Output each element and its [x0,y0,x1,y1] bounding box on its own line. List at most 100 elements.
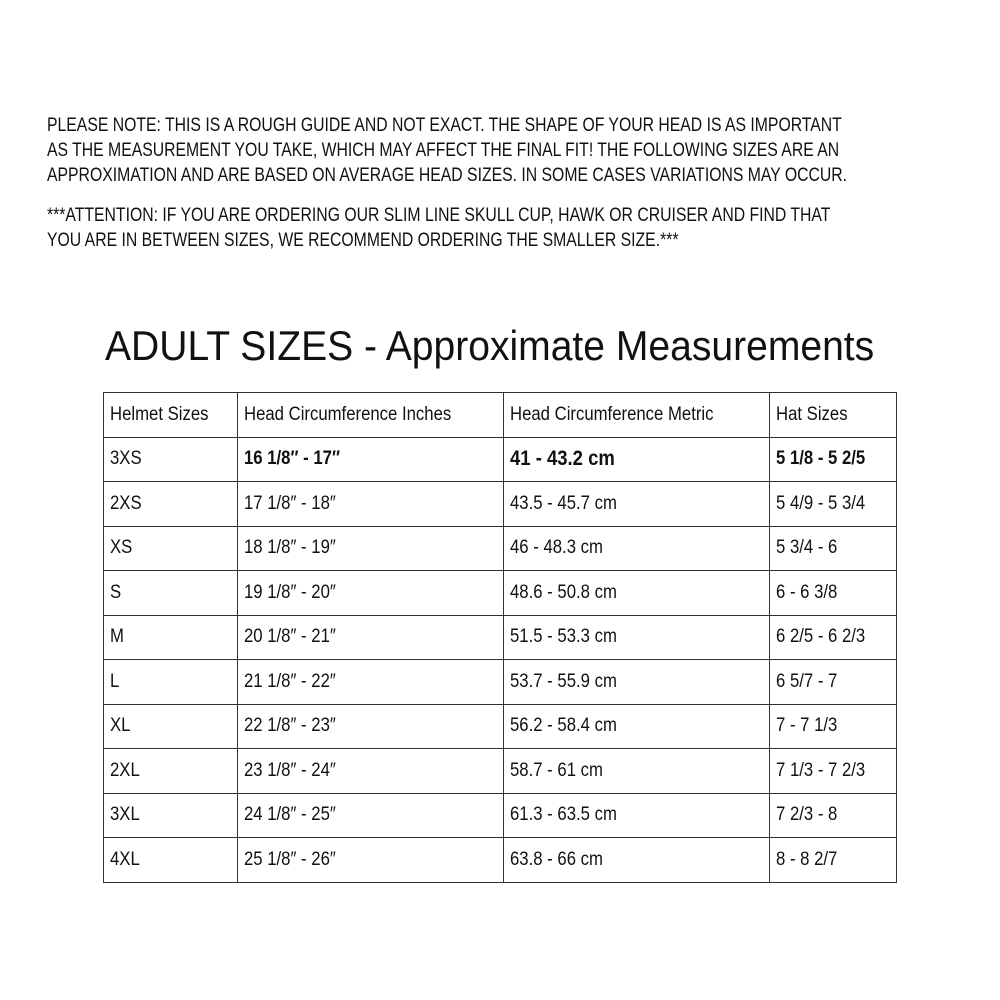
helmet-size-value: L [110,670,120,692]
inches-cell: 21 1/8″ - 22″ [237,659,504,705]
hat-size-cell: 6 - 6 3/8 [769,570,897,616]
metric-value: 61.3 - 63.5 cm [510,804,617,826]
metric-value: 48.6 - 50.8 cm [510,581,617,603]
inches-value: 24 1/8″ - 25″ [244,804,336,826]
header-label: Head Circumference Inches [244,403,452,425]
helmet-size-cell: S [103,570,238,616]
header-metric: Head Circumference Metric [503,392,770,438]
inches-cell: 16 1/8″ - 17″ [237,436,504,482]
inches-value: 21 1/8″ - 22″ [244,670,336,692]
helmet-size-value: 3XS [110,448,142,470]
metric-cell: 61.3 - 63.5 cm [503,792,770,838]
page-title: ADULT SIZES - Approximate Measurements [105,322,875,369]
inches-value: 18 1/8″ - 19″ [244,537,336,559]
metric-cell: 51.5 - 53.3 cm [503,614,770,660]
helmet-size-value: 2XS [110,492,142,514]
table-row: 2XL 23 1/8″ - 24″ 58.7 - 61 cm 7 1/3 - 7 2/… [103,748,897,794]
table-row: 2XS 17 1/8″ - 18″ 43.5 - 45.7 cm 5 4/9 - 5 … [103,481,897,527]
inches-cell: 20 1/8″ - 21″ [237,614,504,660]
header-hat-sizes: Hat Sizes [769,392,897,438]
table-row: M 20 1/8″ - 21″ 51.5 - 53.3 cm 6 2/5 - 6 2/… [103,614,897,660]
metric-cell: 48.6 - 50.8 cm [503,570,770,616]
helmet-size-cell: XL [103,703,238,749]
size-table: Helmet Sizes Head Circumference Inches H… [103,392,897,883]
metric-value: 43.5 - 45.7 cm [510,492,617,514]
attention-line: YOU ARE IN BETWEEN SIZES, WE RECOMMEND O… [47,230,679,251]
table-row: 3XL 24 1/8″ - 25″ 61.3 - 63.5 cm 7 2/3 - 8 [103,792,897,838]
table-header-row: Helmet Sizes Head Circumference Inches H… [103,392,897,438]
attention-line: ***ATTENTION: IF YOU ARE ORDERING OUR SL… [47,205,831,226]
metric-value: 58.7 - 61 cm [510,759,603,781]
table-row: 4XL 25 1/8″ - 26″ 63.8 - 66 cm 8 - 8 2/7 [103,837,897,883]
note-line: AS THE MEASUREMENT YOU TAKE, WHICH MAY A… [47,140,840,161]
hat-size-cell: 6 5/7 - 7 [769,659,897,705]
helmet-size-cell: 2XS [103,481,238,527]
hat-size-value: 7 - 7 1/3 [776,715,838,737]
helmet-size-cell: XS [103,525,238,571]
helmet-size-cell: 3XS [103,436,238,482]
metric-cell: 43.5 - 45.7 cm [503,481,770,527]
inches-value: 20 1/8″ - 21″ [244,626,336,648]
inches-value: 22 1/8″ - 23″ [244,715,336,737]
helmet-size-value: XL [110,715,131,737]
table-row: 3XS 16 1/8″ - 17″ 41 - 43.2 cm 5 1/8 - 5 2/… [103,436,897,482]
helmet-size-value: 2XL [110,759,140,781]
helmet-size-cell: L [103,659,238,705]
hat-size-value: 5 4/9 - 5 3/4 [776,492,866,514]
hat-size-value: 7 2/3 - 8 [776,804,838,826]
helmet-size-cell: 3XL [103,792,238,838]
helmet-size-value: S [110,581,122,603]
hat-size-value: 5 1/8 - 5 2/5 [776,448,866,470]
header-label: Helmet Sizes [110,403,209,425]
inches-cell: 19 1/8″ - 20″ [237,570,504,616]
table-row: XL 22 1/8″ - 23″ 56.2 - 58.4 cm 7 - 7 1/3 [103,703,897,749]
metric-value: 63.8 - 66 cm [510,848,603,870]
helmet-size-value: 3XL [110,804,140,826]
hat-size-cell: 7 - 7 1/3 [769,703,897,749]
hat-size-cell: 6 2/5 - 6 2/3 [769,614,897,660]
hat-size-value: 6 2/5 - 6 2/3 [776,626,866,648]
metric-cell: 53.7 - 55.9 cm [503,659,770,705]
note-line: PLEASE NOTE: THIS IS A ROUGH GUIDE AND N… [47,115,842,136]
table-row: XS 18 1/8″ - 19″ 46 - 48.3 cm 5 3/4 - 6 [103,525,897,571]
note-line: APPROXIMATION AND ARE BASED ON AVERAGE H… [47,165,848,186]
metric-cell: 46 - 48.3 cm [503,525,770,571]
hat-size-cell: 7 1/3 - 7 2/3 [769,748,897,794]
header-inches: Head Circumference Inches [237,392,504,438]
metric-cell: 41 - 43.2 cm [503,436,770,482]
metric-value: 41 - 43.2 cm [510,447,615,471]
header-label: Hat Sizes [776,403,848,425]
inches-value: 16 1/8″ - 17″ [244,448,340,470]
inches-value: 25 1/8″ - 26″ [244,848,336,870]
inches-cell: 24 1/8″ - 25″ [237,792,504,838]
header-helmet-sizes: Helmet Sizes [103,392,238,438]
hat-size-cell: 5 3/4 - 6 [769,525,897,571]
helmet-size-cell: 2XL [103,748,238,794]
header-label: Head Circumference Metric [510,403,714,425]
inches-cell: 18 1/8″ - 19″ [237,525,504,571]
metric-value: 56.2 - 58.4 cm [510,715,617,737]
helmet-size-value: XS [110,537,133,559]
helmet-size-value: M [110,626,124,648]
metric-cell: 56.2 - 58.4 cm [503,703,770,749]
metric-cell: 58.7 - 61 cm [503,748,770,794]
helmet-size-value: 4XL [110,848,140,870]
table-row: L 21 1/8″ - 22″ 53.7 - 55.9 cm 6 5/7 - 7 [103,659,897,705]
metric-value: 51.5 - 53.3 cm [510,626,617,648]
hat-size-value: 6 - 6 3/8 [776,581,838,603]
inches-value: 19 1/8″ - 20″ [244,581,336,603]
hat-size-value: 6 5/7 - 7 [776,670,838,692]
hat-size-value: 5 3/4 - 6 [776,537,838,559]
table-row: S 19 1/8″ - 20″ 48.6 - 50.8 cm 6 - 6 3/8 [103,570,897,616]
metric-cell: 63.8 - 66 cm [503,837,770,883]
helmet-size-cell: 4XL [103,837,238,883]
hat-size-value: 7 1/3 - 7 2/3 [776,759,866,781]
inches-cell: 25 1/8″ - 26″ [237,837,504,883]
inches-value: 17 1/8″ - 18″ [244,492,336,514]
helmet-size-cell: M [103,614,238,660]
inches-cell: 23 1/8″ - 24″ [237,748,504,794]
hat-size-cell: 5 1/8 - 5 2/5 [769,436,897,482]
inches-cell: 22 1/8″ - 23″ [237,703,504,749]
metric-value: 53.7 - 55.9 cm [510,670,617,692]
inches-value: 23 1/8″ - 24″ [244,759,336,781]
